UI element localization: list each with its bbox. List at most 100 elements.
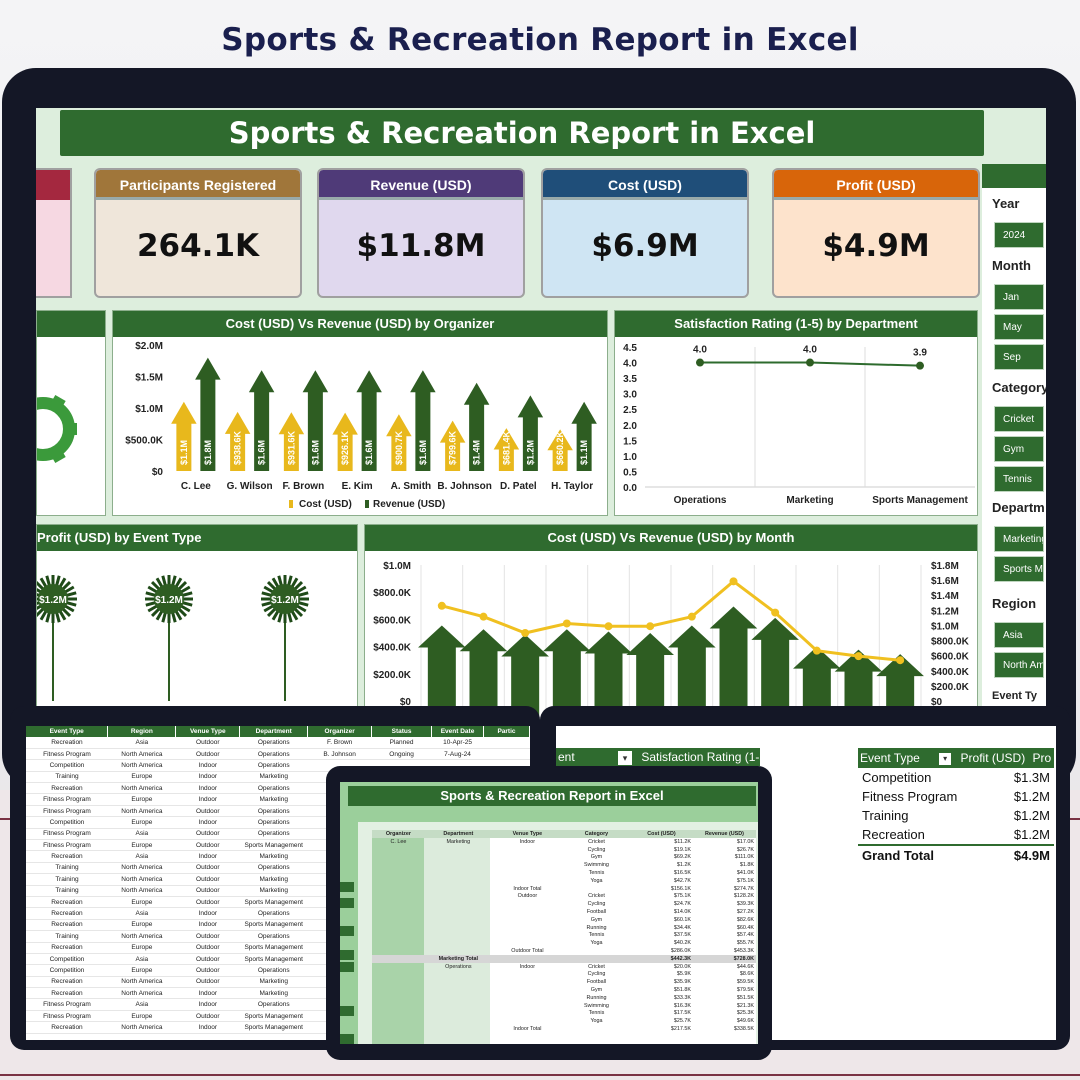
table-cell[interactable]: Indoor xyxy=(175,782,240,795)
table-cell[interactable]: Training xyxy=(26,873,108,886)
pivot-column-header[interactable]: Category xyxy=(562,830,631,838)
table-cell[interactable]: Training xyxy=(26,862,108,875)
pivot-row-label[interactable]: Training xyxy=(862,808,909,823)
table-cell[interactable]: 7-Aug-24 xyxy=(431,748,484,761)
table-cell[interactable]: Sports Management xyxy=(239,953,308,966)
table-cell[interactable]: Asia xyxy=(107,828,176,841)
table-cell[interactable]: North America xyxy=(107,1021,176,1034)
table-cell[interactable]: Marketing xyxy=(239,987,308,1000)
table-cell[interactable]: Indoor xyxy=(175,1021,240,1034)
table-cell[interactable]: Fitness Program xyxy=(26,839,108,852)
slicer-button[interactable] xyxy=(340,926,354,936)
table-cell[interactable]: North America xyxy=(107,930,176,943)
table-cell[interactable]: Marketing xyxy=(239,850,308,863)
table-cell[interactable]: Sports Management xyxy=(239,942,308,954)
table-cell[interactable]: Marketing xyxy=(239,885,308,897)
slicer-category-gym[interactable]: Gym xyxy=(994,436,1044,462)
slicer-year-2024[interactable]: 2024 xyxy=(994,222,1044,248)
table-cell[interactable]: North America xyxy=(107,782,176,795)
table-cell[interactable]: Indoor xyxy=(175,759,240,772)
table-cell[interactable]: Outdoor xyxy=(175,964,240,977)
slicer-button[interactable] xyxy=(340,950,354,960)
table-cell[interactable]: Outdoor xyxy=(175,885,240,897)
table-cell[interactable]: Sports Management xyxy=(239,1010,308,1023)
slicer-button[interactable] xyxy=(340,1034,354,1044)
table-cell[interactable]: Europe xyxy=(107,816,176,829)
table-cell[interactable]: Fitness Program xyxy=(26,1010,108,1023)
table-cell[interactable]: North America xyxy=(107,987,176,1000)
table-cell[interactable]: Outdoor xyxy=(175,828,240,841)
table-cell[interactable]: Competition xyxy=(26,816,108,829)
table-cell[interactable]: Asia xyxy=(107,998,176,1011)
table-cell[interactable]: Recreation xyxy=(26,782,108,795)
pivot-column-header[interactable]: Department xyxy=(424,830,492,838)
column-header[interactable]: Partic xyxy=(483,726,530,737)
table-cell[interactable]: Marketing xyxy=(239,771,308,784)
table-cell[interactable]: Marketing xyxy=(239,976,308,989)
table-cell[interactable]: Recreation xyxy=(26,987,108,1000)
table-cell[interactable]: Operations xyxy=(239,816,308,829)
slicer-month-jan[interactable]: Jan xyxy=(994,284,1044,310)
table-cell[interactable]: Operations xyxy=(239,828,308,841)
table-cell[interactable]: North America xyxy=(107,748,176,761)
table-cell[interactable]: Indoor xyxy=(175,850,240,863)
table-cell[interactable]: Asia xyxy=(107,850,176,863)
pivot-column-header[interactable]: Organizer xyxy=(372,830,425,838)
table-cell[interactable]: Indoor xyxy=(175,907,240,920)
table-cell[interactable]: Outdoor xyxy=(175,953,240,966)
table-cell[interactable] xyxy=(483,748,530,761)
slicer-month-sep[interactable]: Sep xyxy=(994,344,1044,370)
slicer-dept-marketing[interactable]: Marketing xyxy=(994,526,1044,552)
table-cell[interactable]: Europe xyxy=(107,964,176,977)
slicer-category-cricket[interactable]: Cricket xyxy=(994,406,1044,432)
table-cell[interactable]: Marketing xyxy=(239,793,308,806)
table-cell[interactable]: Fitness Program xyxy=(26,793,108,806)
table-cell[interactable]: North America xyxy=(107,805,176,818)
table-cell[interactable]: Outdoor xyxy=(175,737,240,749)
table-cell[interactable]: Ongoing xyxy=(371,748,432,761)
table-cell[interactable]: Competition xyxy=(26,759,108,772)
table-cell[interactable]: Outdoor xyxy=(175,873,240,886)
table-cell[interactable]: Sports Management xyxy=(239,896,308,909)
slicer-region-north-america[interactable]: North Ame xyxy=(994,652,1044,678)
table-cell[interactable] xyxy=(483,737,530,749)
column-header[interactable]: Event Date xyxy=(431,726,484,737)
table-cell[interactable]: Outdoor xyxy=(175,942,240,954)
table-cell[interactable]: Europe xyxy=(107,919,176,932)
filter-dropdown-icon[interactable]: ▾ xyxy=(939,752,952,765)
table-cell[interactable]: Outdoor xyxy=(175,805,240,818)
table-cell[interactable]: Indoor xyxy=(175,998,240,1011)
column-header[interactable]: Venue Type xyxy=(175,726,241,737)
table-cell[interactable]: North America xyxy=(107,759,176,772)
column-header[interactable]: Event Type xyxy=(26,726,109,737)
table-cell[interactable]: Recreation xyxy=(26,976,108,989)
table-cell[interactable]: Europe xyxy=(107,793,176,806)
table-cell[interactable]: Operations xyxy=(239,748,308,761)
column-header[interactable]: Region xyxy=(107,726,177,737)
table-cell[interactable]: Fitness Program xyxy=(26,805,108,818)
table-cell[interactable]: Operations xyxy=(239,737,308,749)
field-button[interactable]: ent xyxy=(558,750,575,764)
table-cell[interactable]: Europe xyxy=(107,1010,176,1023)
table-cell[interactable]: North America xyxy=(107,862,176,875)
slicer-dept-sports[interactable]: Sports Ma xyxy=(994,556,1044,582)
table-cell[interactable]: Fitness Program xyxy=(26,998,108,1011)
pivot-row-label[interactable]: Competition xyxy=(862,770,932,785)
table-cell[interactable]: Europe xyxy=(107,839,176,852)
table-cell[interactable]: B. Johnson xyxy=(307,748,372,761)
column-header[interactable]: Status xyxy=(371,726,433,737)
table-cell[interactable]: Recreation xyxy=(26,907,108,920)
field-button[interactable]: Satisfaction Rating (1-5) xyxy=(641,750,760,764)
table-cell[interactable]: Outdoor xyxy=(175,748,240,761)
pivot-column-header[interactable]: Venue Type xyxy=(491,830,563,838)
table-cell[interactable]: North America xyxy=(107,976,176,989)
table-cell[interactable]: Indoor xyxy=(175,919,240,932)
pivot-row-label[interactable]: Recreation xyxy=(862,827,925,842)
table-cell[interactable]: Asia xyxy=(107,907,176,920)
slicer-month-may[interactable]: May xyxy=(994,314,1044,340)
table-cell[interactable]: Indoor xyxy=(175,816,240,829)
table-cell[interactable]: North America xyxy=(107,873,176,886)
pivot-col-event-type[interactable]: Event Type xyxy=(860,751,920,765)
slicer-category-tennis[interactable]: Tennis xyxy=(994,466,1044,492)
table-cell[interactable]: Recreation xyxy=(26,850,108,863)
